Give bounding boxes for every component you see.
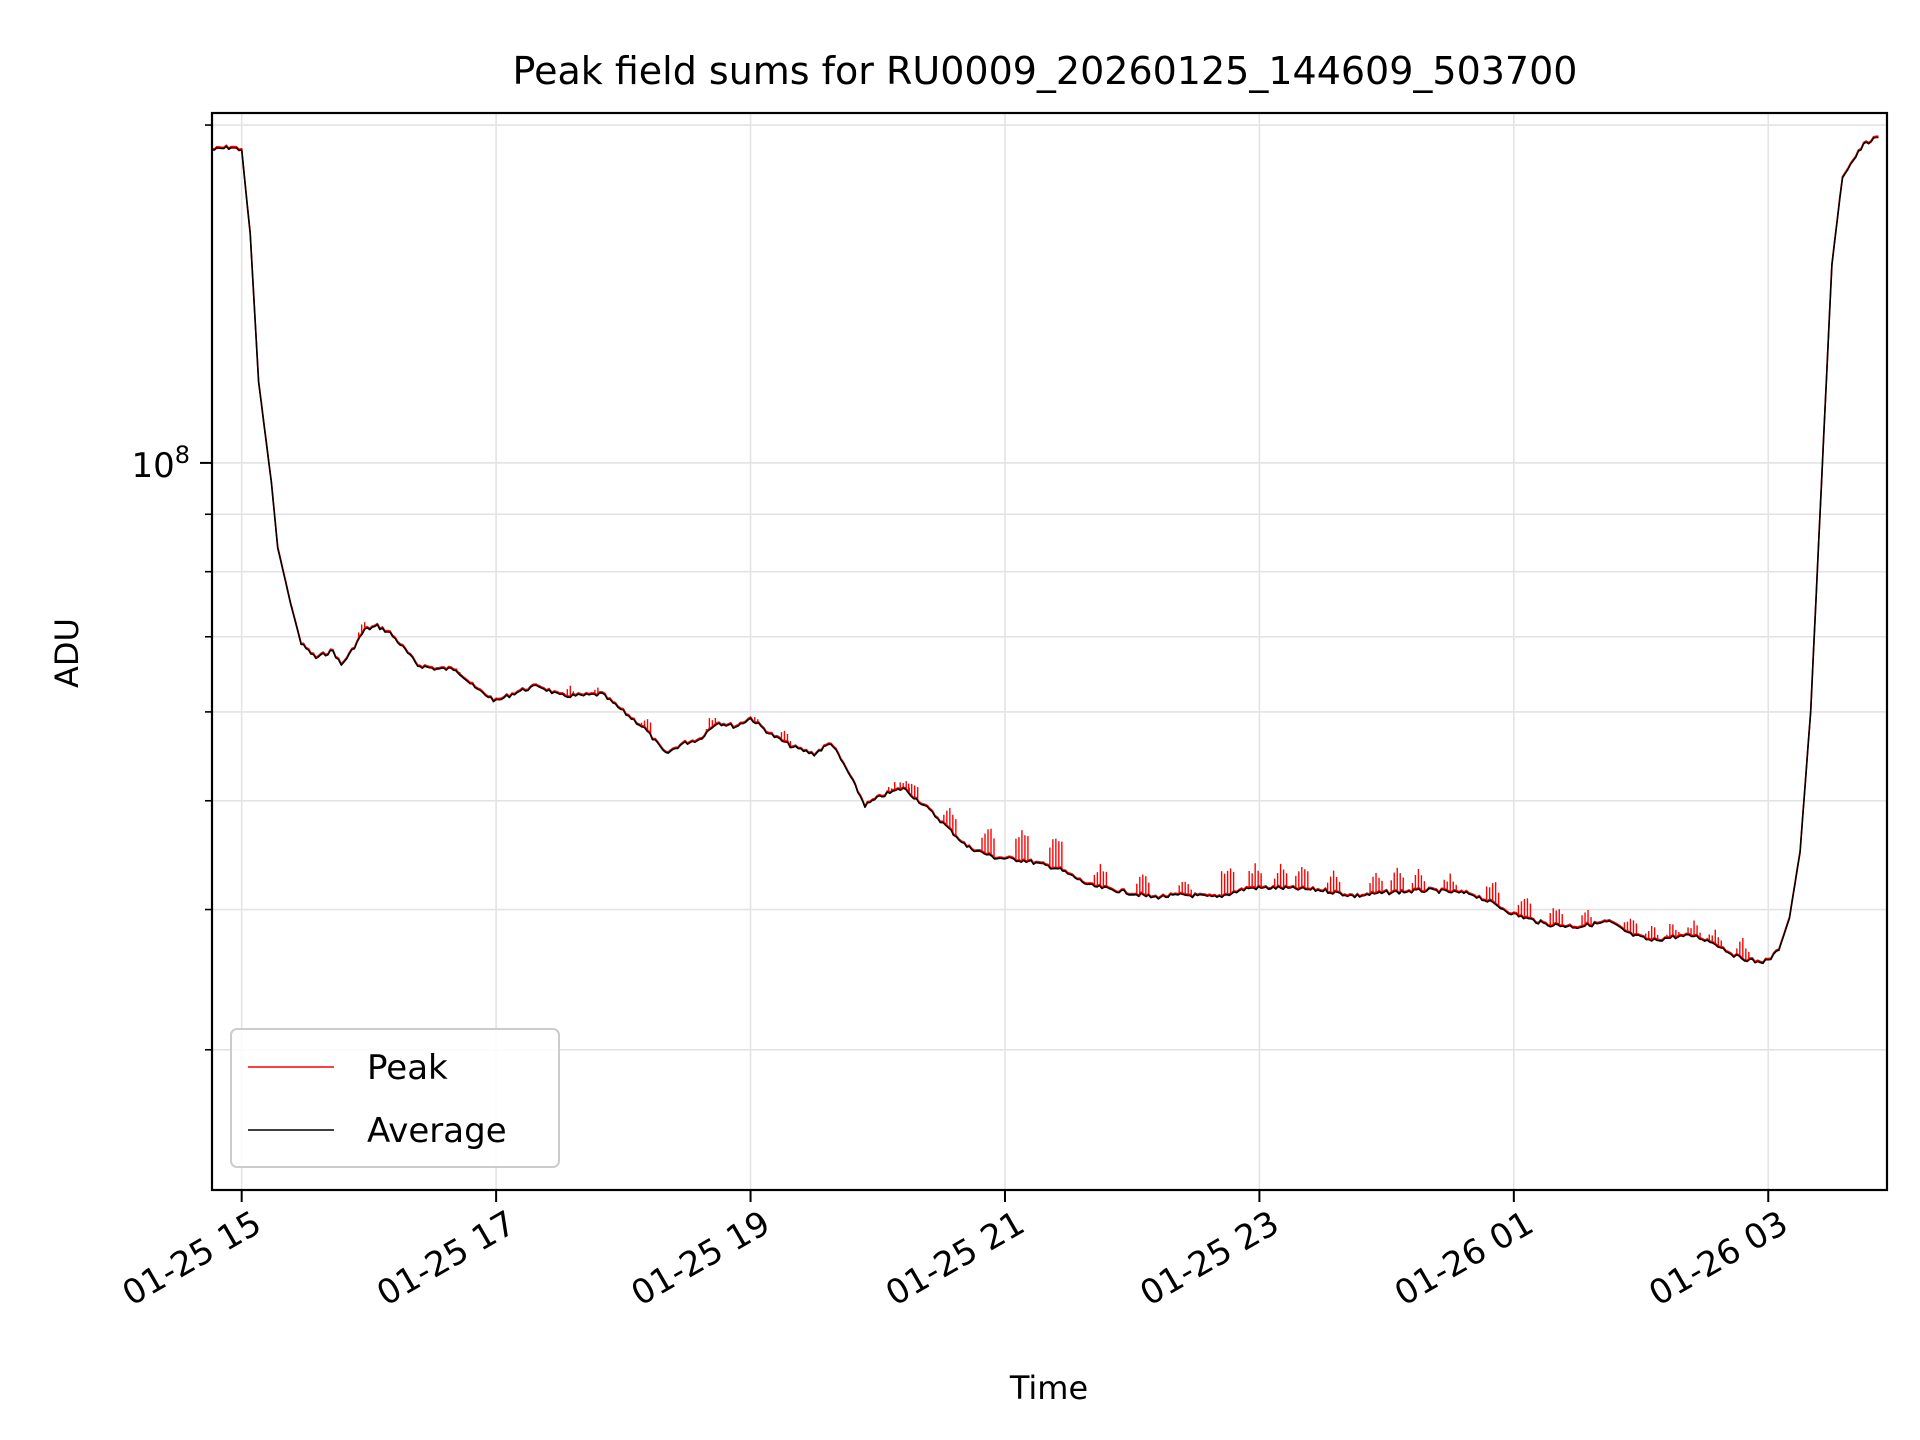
- legend-box: [230, 1028, 560, 1168]
- series-layer: [212, 135, 1879, 965]
- peak-spikes: [357, 622, 1769, 962]
- series-line-average: [212, 136, 1879, 965]
- legend-label-peak: Peak: [367, 1048, 448, 1088]
- chart-title: Peak field sums for RU0009_20260125_1446…: [513, 49, 1578, 93]
- y-axis-label: ADU: [48, 618, 86, 688]
- legend-label-average: Average: [367, 1111, 507, 1151]
- x-axis-label: Time: [1009, 1369, 1088, 1407]
- plot-frame: [210, 111, 1889, 1192]
- grid: [212, 113, 1887, 1190]
- legend: Peak Average: [230, 1028, 560, 1168]
- y-axis-ticks: 108: [131, 124, 212, 1051]
- y-tick-label: 108: [131, 441, 190, 486]
